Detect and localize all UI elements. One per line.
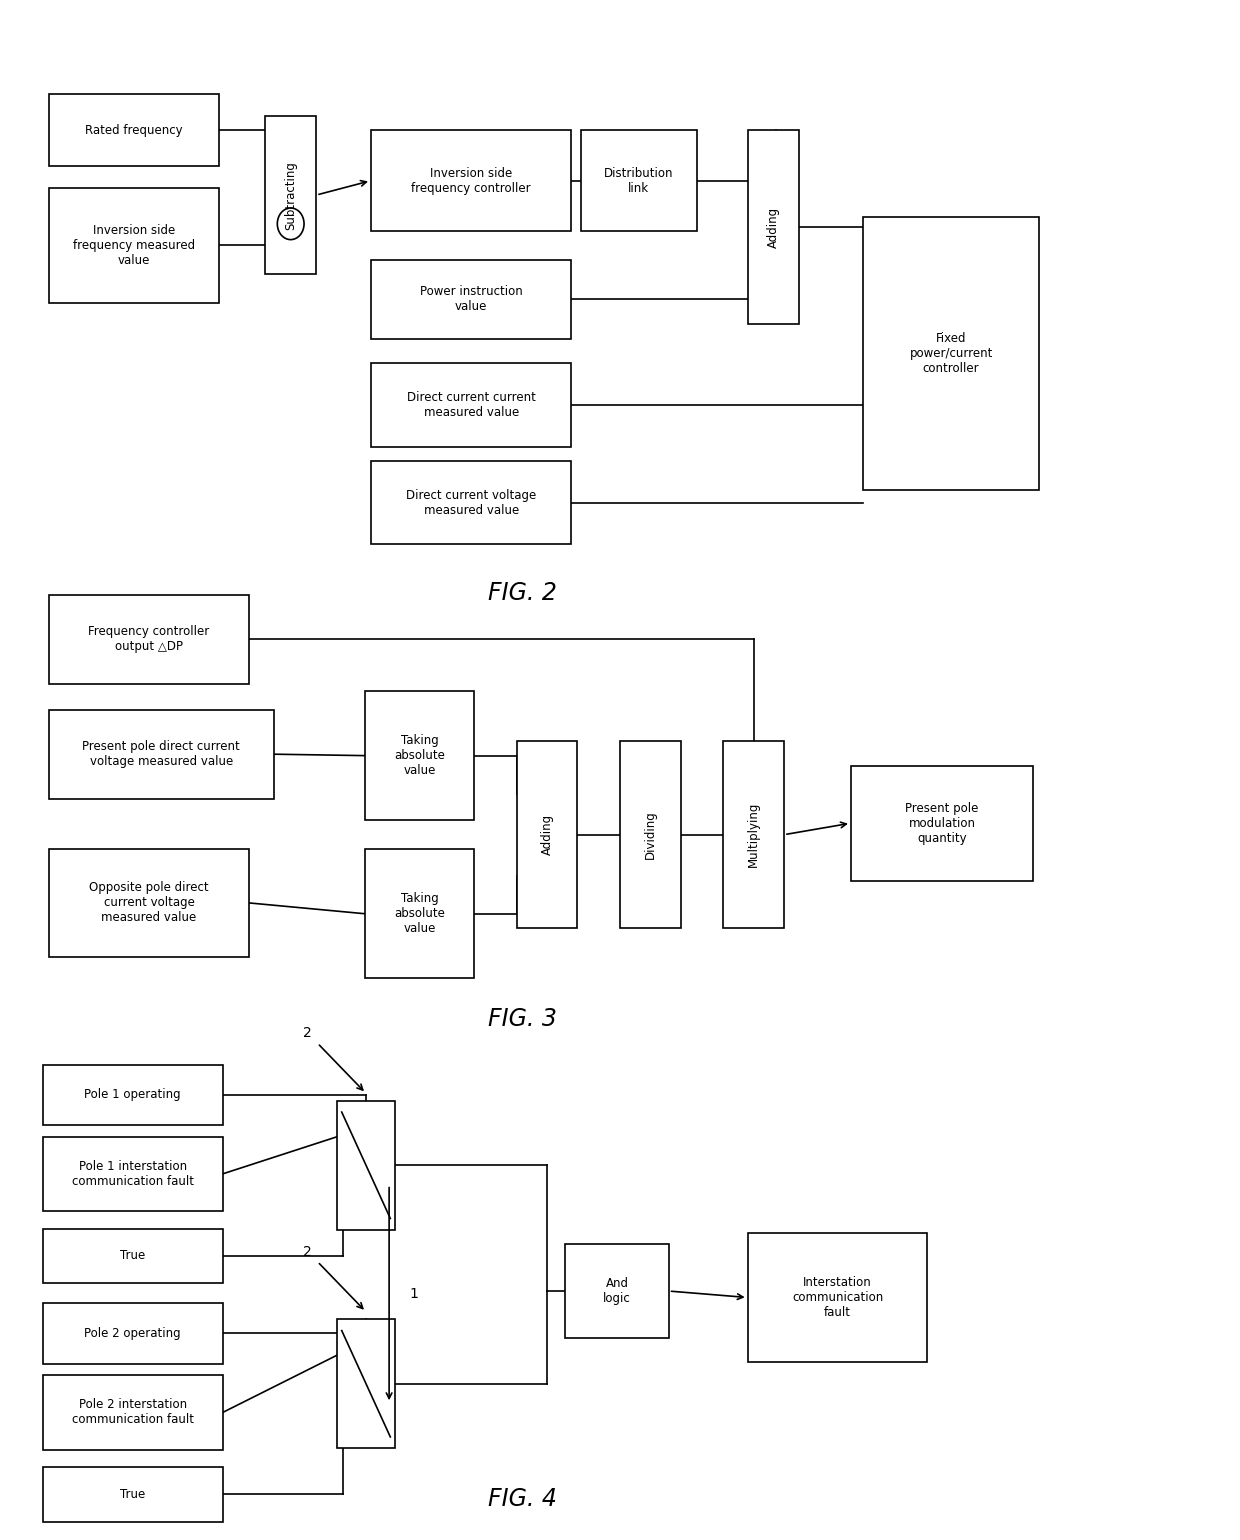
Text: Pole 2 operating: Pole 2 operating [84,1327,181,1340]
Text: Inversion side
frequency measured
value: Inversion side frequency measured value [73,223,195,266]
Text: Interstation
communication
fault: Interstation communication fault [792,1277,883,1318]
Bar [42,1468,223,1522]
Text: And
logic: And logic [603,1277,631,1304]
Text: Present pole direct current
voltage measured value: Present pole direct current voltage meas… [82,741,241,768]
Text: Pole 1 interstation
communication fault: Pole 1 interstation communication fault [72,1160,193,1187]
Text: Direct current voltage
measured value: Direct current voltage measured value [405,488,536,516]
Bar [337,1320,396,1449]
Text: Distribution
link: Distribution link [604,166,673,194]
Bar [371,460,572,544]
Text: 2: 2 [304,1026,312,1040]
Bar [265,116,316,274]
Bar [365,691,474,821]
Text: Subtracting: Subtracting [284,160,298,229]
Bar [723,741,784,929]
Text: FIG. 2: FIG. 2 [489,581,557,605]
Bar [582,131,697,231]
Bar [863,217,1039,490]
Bar [371,363,572,447]
Bar [748,1234,928,1363]
Text: 1: 1 [409,1287,418,1301]
Bar [371,131,572,231]
Text: Frequency controller
output △DP: Frequency controller output △DP [88,625,210,653]
Text: Adding: Adding [766,206,780,248]
Text: FIG. 3: FIG. 3 [489,1007,557,1030]
Text: Dividing: Dividing [644,810,657,859]
Text: FIG. 4: FIG. 4 [489,1486,557,1511]
Text: Power instruction
value: Power instruction value [420,285,522,313]
Bar [48,94,219,166]
Bar [851,765,1033,881]
Bar [42,1303,223,1363]
Bar [748,131,799,325]
Text: Opposite pole direct
current voltage
measured value: Opposite pole direct current voltage mea… [89,881,208,924]
Bar [42,1064,223,1126]
Text: Present pole
modulation
quantity: Present pole modulation quantity [905,802,978,844]
Text: 2: 2 [304,1244,312,1258]
Text: Taking
absolute
value: Taking absolute value [394,892,445,935]
Bar [565,1244,668,1338]
Bar [42,1229,223,1283]
Bar [620,741,681,929]
Bar [48,849,249,956]
Text: True: True [120,1249,145,1263]
Text: Taking
absolute
value: Taking absolute value [394,735,445,778]
Bar [365,849,474,978]
Text: Multiplying: Multiplying [748,802,760,867]
Text: Direct current current
measured value: Direct current current measured value [407,391,536,419]
Bar [48,594,249,684]
Bar [42,1137,223,1212]
Text: Fixed
power/current
controller: Fixed power/current controller [909,331,993,374]
Text: True: True [120,1488,145,1501]
Bar [337,1101,396,1230]
Bar [48,188,219,303]
Text: Adding: Adding [541,815,553,855]
Text: Rated frequency: Rated frequency [86,123,182,137]
Text: Pole 2 interstation
communication fault: Pole 2 interstation communication fault [72,1398,193,1426]
Bar [42,1375,223,1449]
Bar [371,260,572,339]
Text: Inversion side
frequency controller: Inversion side frequency controller [412,166,531,194]
Bar [517,741,578,929]
Bar [48,710,274,799]
Text: Pole 1 operating: Pole 1 operating [84,1089,181,1101]
